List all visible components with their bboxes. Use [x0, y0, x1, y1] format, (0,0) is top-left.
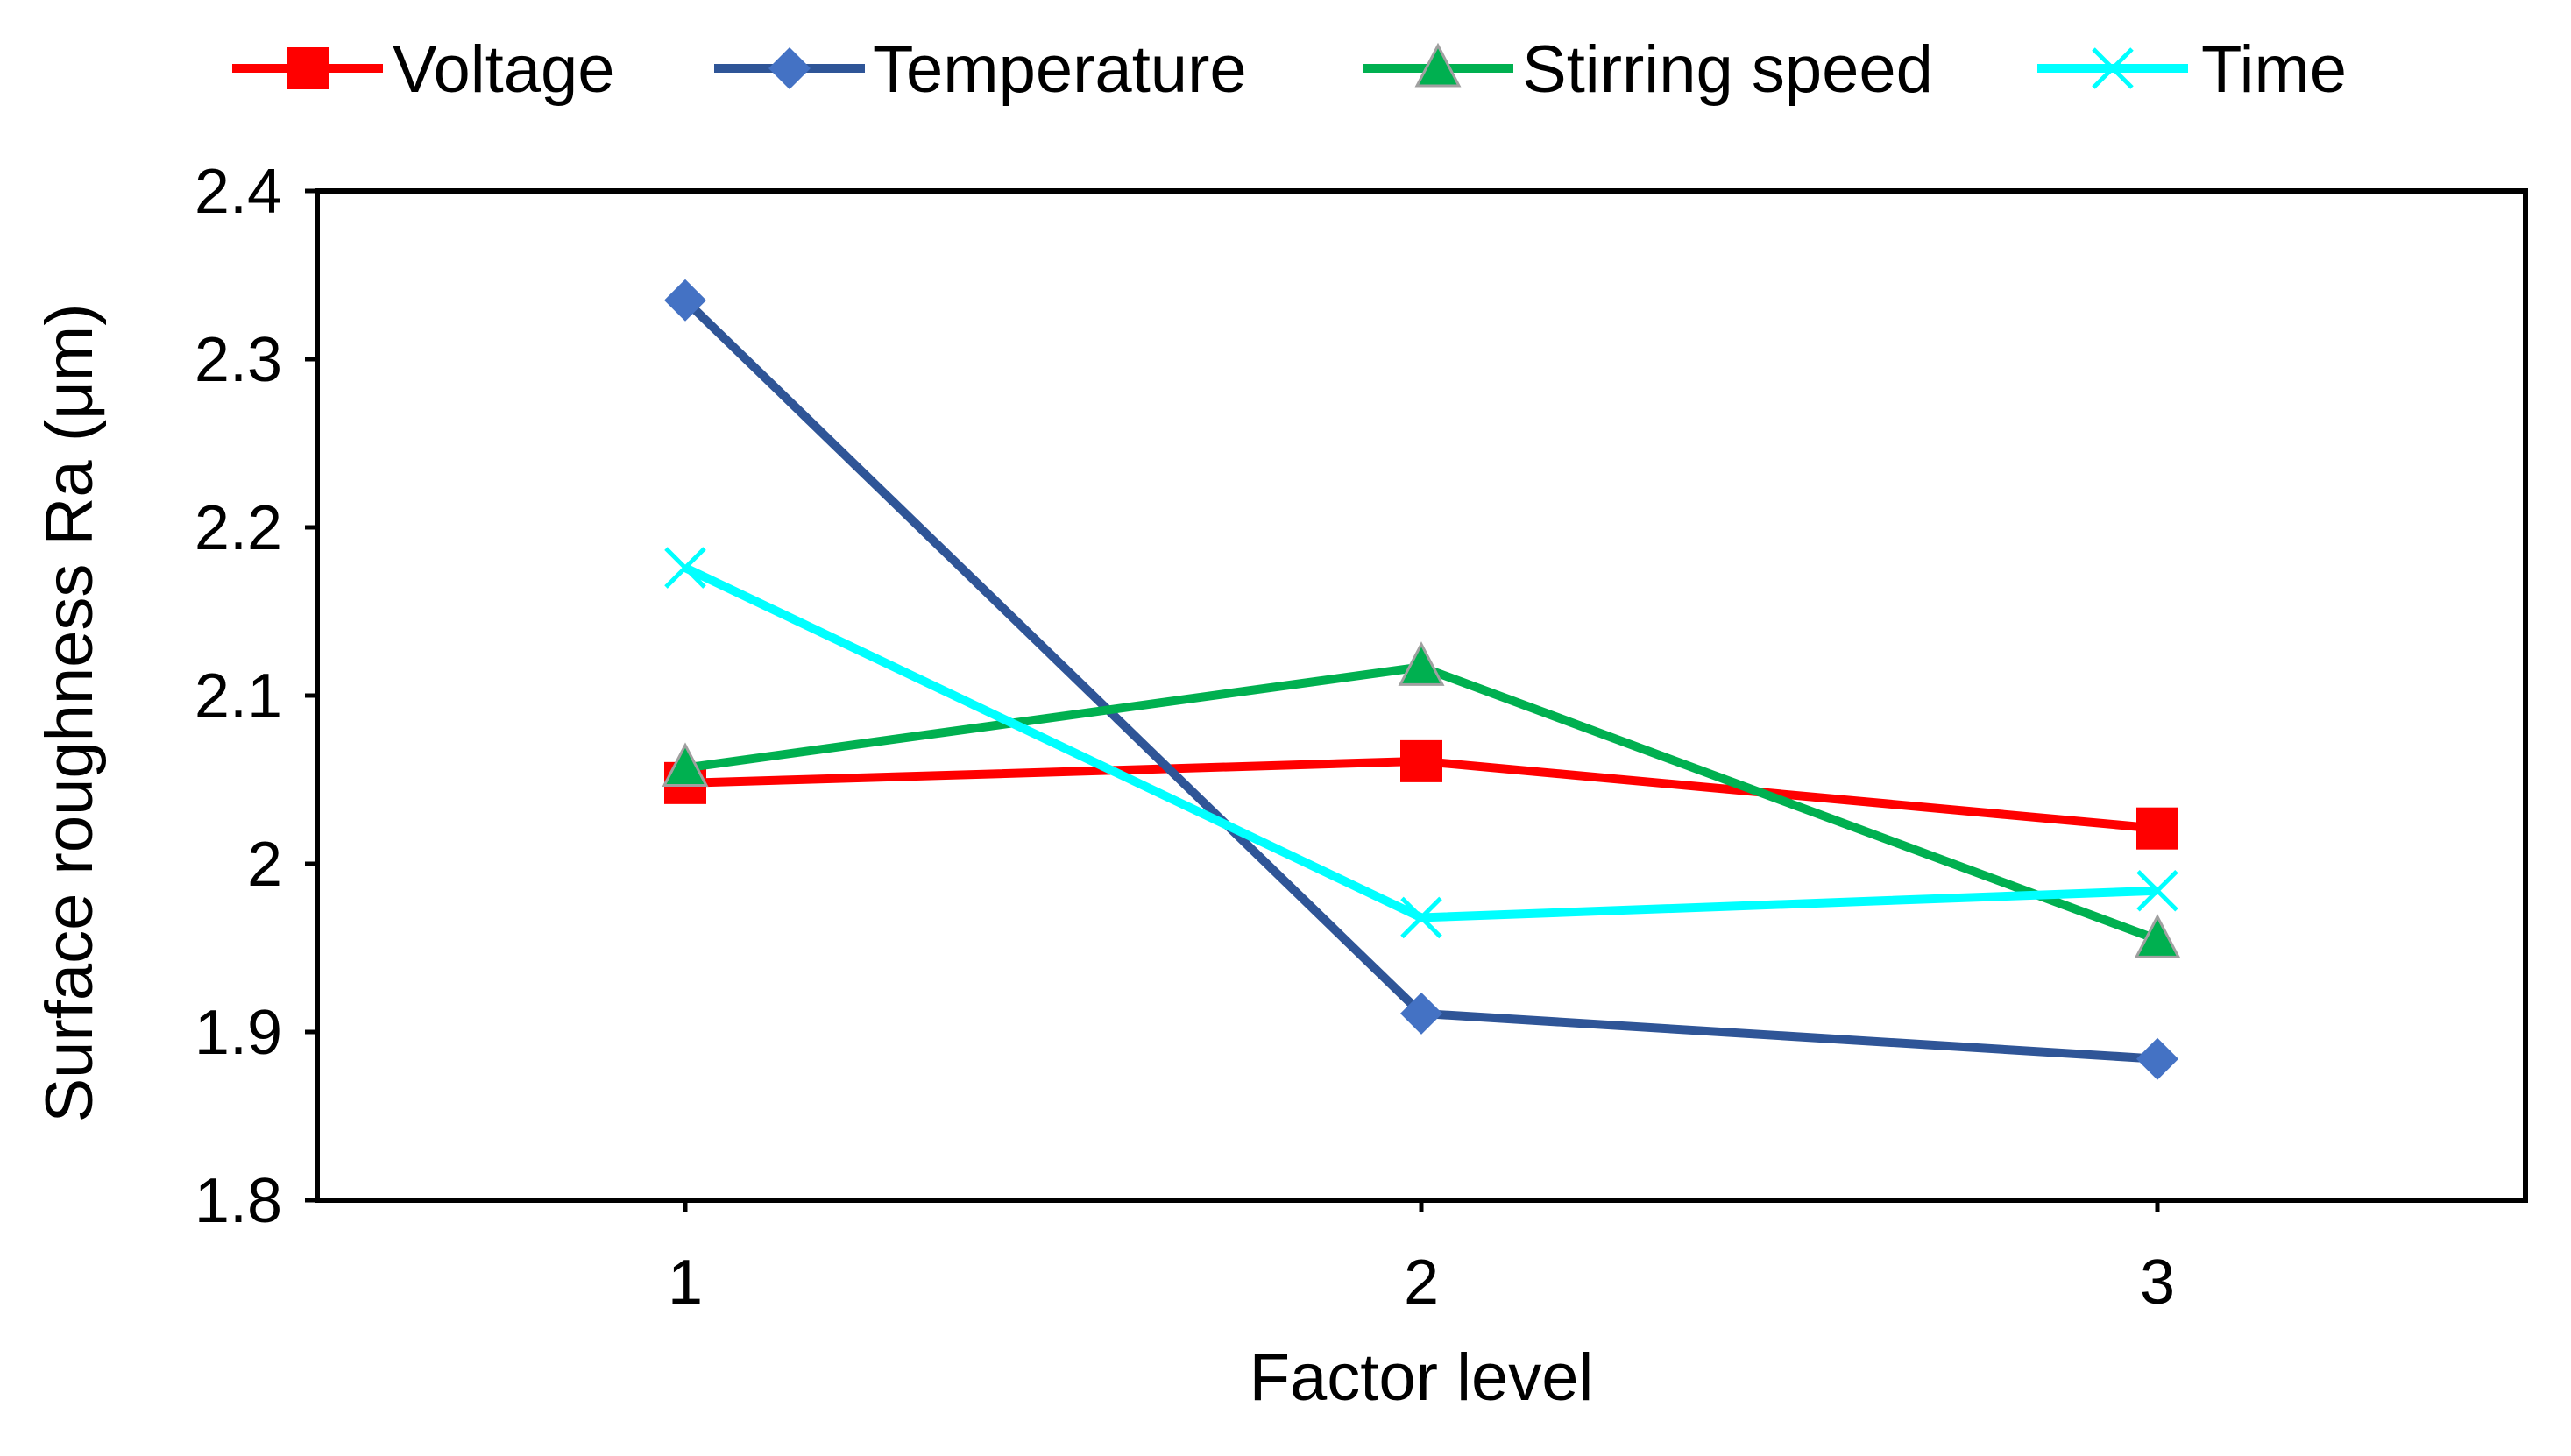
- data-point-time: [1400, 896, 1442, 939]
- legend-label: Stirring speed: [1522, 32, 1933, 107]
- series-time: [664, 547, 2178, 939]
- data-point-voltage: [1400, 739, 1442, 782]
- legend-item-voltage: Voltage: [232, 32, 615, 107]
- data-point-temperature: [2136, 1037, 2178, 1080]
- x-tick-label: 2: [1404, 1247, 1439, 1318]
- data-point-stirring-speed: [2134, 914, 2181, 958]
- legend-marker: [768, 47, 811, 89]
- legend-label: Voltage: [393, 32, 615, 107]
- data-point-voltage: [2136, 807, 2178, 850]
- y-axis: 1.8 1.9 2 2.1 2.2 2.3 2.4: [195, 157, 317, 1236]
- series-temperature: [664, 279, 2178, 1080]
- y-tick-label: 2.1: [195, 661, 282, 732]
- data-point-time: [2136, 869, 2178, 912]
- y-tick-label: 2.3: [195, 325, 282, 395]
- y-tick-label: 2.2: [195, 493, 282, 563]
- legend: Voltage Temperature Stirring speed Time: [232, 32, 2347, 107]
- y-tick-label: 1.8: [195, 1166, 282, 1236]
- data-point-temperature: [1400, 992, 1442, 1035]
- x-axis: 1 2 3: [668, 1200, 2175, 1318]
- y-tick-label: 1.9: [195, 998, 282, 1068]
- x-tick-label: 3: [2140, 1247, 2175, 1318]
- legend-marker: [1414, 42, 1462, 88]
- series-stirring-speed: [662, 641, 2181, 958]
- legend-item-time: Time: [2037, 32, 2347, 107]
- legend-item-temperature: Temperature: [714, 32, 1247, 107]
- legend-marker: [2092, 47, 2134, 89]
- data-point-stirring-speed: [662, 742, 709, 788]
- x-tick-label: 1: [668, 1247, 703, 1318]
- y-axis-title: Surface roughness Ra (μm): [32, 303, 107, 1122]
- legend-item-stirring-speed: Stirring speed: [1363, 32, 1933, 107]
- legend-label: Temperature: [873, 32, 1247, 107]
- data-point-temperature: [664, 279, 706, 322]
- x-axis-title: Factor level: [1250, 1340, 1594, 1415]
- plot-area: [315, 188, 2528, 1203]
- y-tick-label: 2: [247, 830, 282, 900]
- legend-label: Time: [2201, 32, 2347, 107]
- legend-marker: [287, 47, 329, 89]
- data-point-stirring-speed: [1398, 641, 1445, 686]
- data-point-time: [664, 547, 706, 589]
- series-voltage: [664, 739, 2178, 850]
- series-layer: [662, 279, 2181, 1080]
- y-tick-label: 2.4: [195, 157, 282, 227]
